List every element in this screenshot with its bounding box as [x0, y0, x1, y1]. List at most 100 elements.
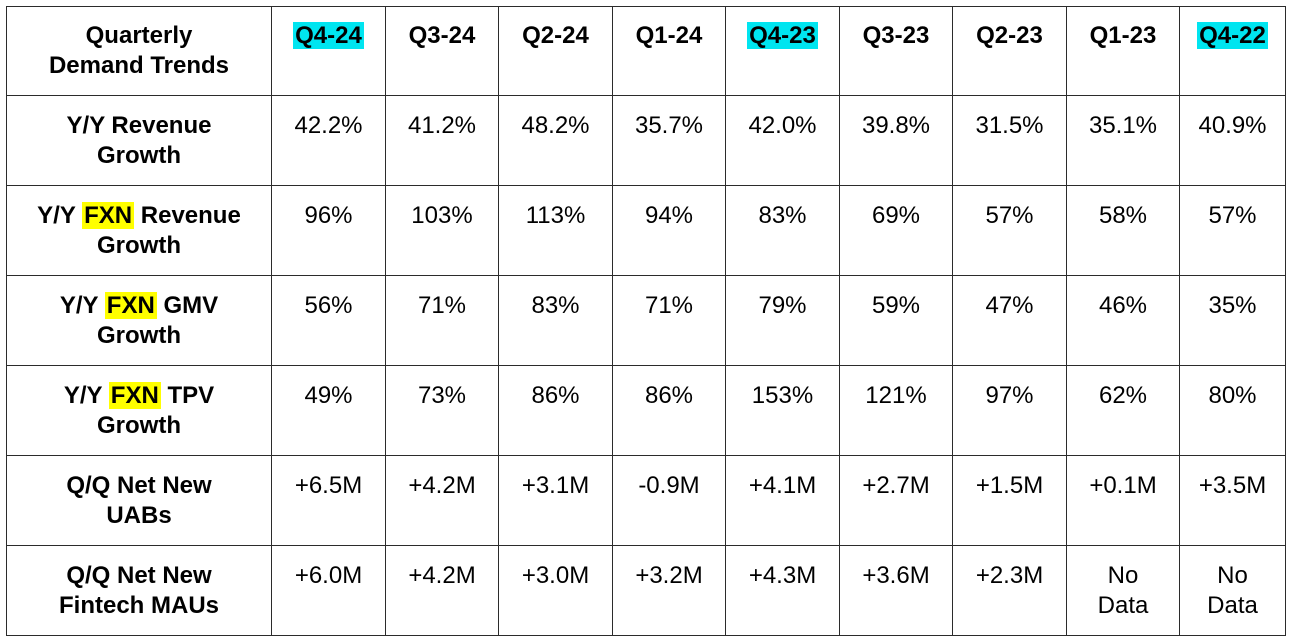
table-cell: +3.1M — [498, 455, 613, 546]
cell-value: -0.9M — [638, 472, 700, 499]
row-label-line1: Q/Q Net New — [7, 471, 271, 501]
cell-value: No Data — [1097, 562, 1149, 619]
table-cell: 39.8% — [839, 95, 953, 186]
column-header-label: Q4-23 — [747, 22, 818, 49]
cell-value: 58% — [1098, 202, 1148, 229]
table-cell: +3.6M — [839, 545, 953, 636]
table-cell: 47% — [952, 275, 1067, 366]
row-label-highlight: FXN — [104, 292, 157, 319]
corner-header-cell: Quarterly Demand Trends — [6, 6, 272, 96]
cell-value: +4.2M — [408, 562, 476, 589]
table-cell: 113% — [498, 185, 613, 276]
cell-value: 83% — [531, 292, 580, 319]
table-cell: +6.5M — [271, 455, 386, 546]
row-label-line2: UABs — [106, 502, 172, 529]
row-label-cell: Q/Q Net New Fintech MAUs — [6, 545, 272, 636]
row-label-line1: Q/Q Net New — [7, 561, 271, 591]
demand-trends-table-wrapper: Quarterly Demand Trends Q4-24 Q3-24 Q2-2… — [6, 6, 1286, 636]
column-header-q4-24: Q4-24 — [271, 6, 386, 96]
row-label-cell: Y/Y FXN Revenue Growth — [6, 185, 272, 276]
cell-value: +4.3M — [748, 562, 817, 589]
table-cell: 35.7% — [612, 95, 726, 186]
cell-value: 48.2% — [521, 112, 590, 139]
cell-value: +3.5M — [1198, 472, 1267, 499]
row-label-text: Y/Y — [63, 382, 103, 409]
row-label-line1: Y/Y FXN TPV — [7, 381, 271, 411]
cell-value: 56% — [304, 292, 353, 319]
column-header-label: Q1-24 — [635, 22, 703, 49]
table-cell: 83% — [498, 275, 613, 366]
table-header-row: Quarterly Demand Trends Q4-24 Q3-24 Q2-2… — [6, 6, 1286, 96]
table-cell: 35% — [1179, 275, 1286, 366]
column-header-q2-24: Q2-24 — [498, 6, 613, 96]
table-cell: 86% — [498, 365, 613, 456]
column-header-label: Q3-23 — [862, 22, 930, 49]
table-cell: 153% — [725, 365, 840, 456]
row-label-text: Q/Q Net New — [66, 472, 212, 499]
cell-value: 113% — [525, 202, 586, 229]
column-header-q4-23: Q4-23 — [725, 6, 840, 96]
table-cell: +3.0M — [498, 545, 613, 636]
column-header-label: Q3-24 — [408, 22, 476, 49]
row-label-line2: Growth — [97, 412, 181, 439]
table-cell: 79% — [725, 275, 840, 366]
cell-value: 69% — [871, 202, 921, 229]
corner-label-line2: Demand Trends — [48, 52, 230, 79]
table-cell: +3.5M — [1179, 455, 1286, 546]
cell-value: 39.8% — [861, 112, 931, 139]
row-label-line1: Y/Y FXN GMV — [7, 291, 271, 321]
cell-value: 96% — [304, 202, 353, 229]
column-header-q1-23: Q1-23 — [1066, 6, 1180, 96]
table-cell: 121% — [839, 365, 953, 456]
cell-value: 31.5% — [975, 112, 1044, 139]
table-body: Y/Y Revenue Growth 42.2% 41.2% 48.2% 35.7% 42.… — [6, 95, 1286, 636]
table-cell: +1.5M — [952, 455, 1067, 546]
cell-value: +3.1M — [521, 472, 590, 499]
cell-value: +1.5M — [975, 472, 1044, 499]
table-cell: 48.2% — [498, 95, 613, 186]
row-label-line2: Growth — [97, 322, 181, 349]
table-cell: 103% — [385, 185, 499, 276]
row-label-line1: Y/Y Revenue — [7, 111, 271, 141]
row-label-text: Revenue — [140, 202, 241, 229]
row-label-line2: Growth — [97, 142, 181, 169]
column-header-label: Q2-23 — [976, 22, 1043, 49]
cell-value: 86% — [531, 382, 580, 409]
column-header-label: Q4-22 — [1197, 22, 1268, 49]
table-cell: +4.2M — [385, 545, 499, 636]
cell-value: 41.2% — [407, 112, 477, 139]
table-cell: 31.5% — [952, 95, 1067, 186]
cell-value: +2.3M — [975, 562, 1044, 589]
corner-label-line1: Quarterly — [85, 22, 193, 49]
cell-value: 35.7% — [634, 112, 704, 139]
table-cell: 86% — [612, 365, 726, 456]
cell-value: 153% — [751, 382, 814, 409]
table-cell: 35.1% — [1066, 95, 1180, 186]
cell-value: 47% — [985, 292, 1034, 319]
table-cell: 40.9% — [1179, 95, 1286, 186]
cell-value: 49% — [304, 382, 353, 409]
table-cell: +4.3M — [725, 545, 840, 636]
table-cell: 49% — [271, 365, 386, 456]
cell-value: +6.0M — [294, 562, 363, 589]
row-label-text: GMV — [163, 292, 219, 319]
row-label-cell: Q/Q Net New UABs — [6, 455, 272, 546]
row-label-highlight: FXN — [108, 382, 161, 409]
cell-value: 86% — [644, 382, 694, 409]
row-label-text: Q/Q Net New — [66, 562, 212, 589]
row-label-cell: Y/Y Revenue Growth — [6, 95, 272, 186]
table-cell: 57% — [1179, 185, 1286, 276]
row-label-cell: Y/Y FXN TPV Growth — [6, 365, 272, 456]
table-cell: 80% — [1179, 365, 1286, 456]
table-cell: +6.0M — [271, 545, 386, 636]
cell-value: 83% — [758, 202, 807, 229]
row-label-line2: Fintech MAUs — [58, 592, 219, 619]
row-label-text: Y/Y Revenue — [66, 112, 212, 139]
cell-value: 79% — [758, 292, 807, 319]
row-label-text: TPV — [167, 382, 215, 409]
table-cell: +0.1M — [1066, 455, 1180, 546]
cell-value: +6.5M — [294, 472, 363, 499]
cell-value: +3.6M — [862, 562, 930, 589]
table-cell: No Data — [1066, 545, 1180, 636]
cell-value: 62% — [1098, 382, 1148, 409]
